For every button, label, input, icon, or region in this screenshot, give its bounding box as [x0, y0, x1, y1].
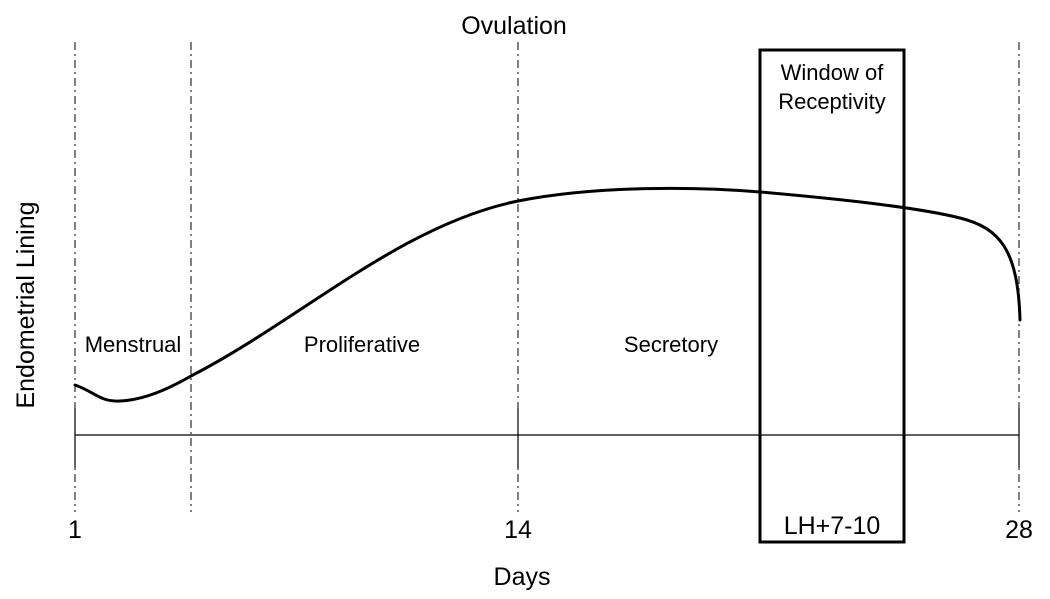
x-tick-label-28: 28: [1005, 516, 1033, 544]
ovulation-label: Ovulation: [461, 12, 567, 40]
phase-label-menstrual: Menstrual: [85, 332, 182, 357]
x-tick-label-14: 14: [504, 516, 532, 544]
window-title-line2: Receptivity: [778, 89, 886, 114]
x-tick-label-1: 1: [68, 516, 82, 544]
endometrial-lining-curve: [73, 186, 1022, 403]
phase-label-secretory: Secretory: [624, 332, 718, 357]
window-of-receptivity-box: [758, 48, 906, 544]
x-axis-label: Days: [494, 563, 551, 591]
y-axis-label: Endometrial Lining: [12, 201, 40, 408]
window-note-label: LH+7-10: [784, 512, 881, 540]
window-title-line1: Window of: [781, 60, 885, 85]
phase-label-proliferative: Proliferative: [304, 332, 420, 357]
